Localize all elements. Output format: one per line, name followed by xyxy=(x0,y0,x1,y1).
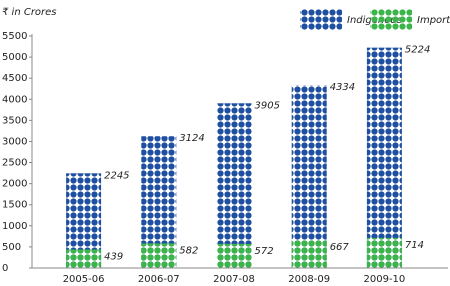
bar xyxy=(291,85,327,269)
x-tick-label: 2007-08 xyxy=(213,274,255,285)
y-tick-label: 500 xyxy=(2,242,21,253)
y-axis-label: ₹ in Crores xyxy=(2,7,57,18)
y-tick-label: 2000 xyxy=(2,179,27,190)
y-tick-label: 1000 xyxy=(2,221,27,232)
y-tick-label: 0 xyxy=(2,263,8,274)
y-tick-label: 4500 xyxy=(2,73,27,84)
x-tick-label: 2006-07 xyxy=(138,274,180,285)
x-tick-label: 2009-10 xyxy=(364,274,406,285)
legend-swatch xyxy=(370,9,412,30)
value-label: 714 xyxy=(405,240,424,251)
legend-label: Imported xyxy=(417,15,450,26)
value-label: 667 xyxy=(330,242,350,253)
bar xyxy=(366,47,402,268)
x-tick-label: 2008-09 xyxy=(288,274,330,285)
y-tick-label: 5500 xyxy=(2,31,27,42)
value-label: 3905 xyxy=(255,100,280,111)
bar xyxy=(366,237,402,268)
y-tick-label: 1500 xyxy=(2,200,27,211)
value-label: 4334 xyxy=(330,82,355,93)
value-label: 582 xyxy=(179,245,198,256)
value-label: 439 xyxy=(104,251,123,262)
value-label: 572 xyxy=(255,246,274,257)
y-tick-label: 4000 xyxy=(2,94,27,105)
bar xyxy=(141,243,177,268)
bar xyxy=(216,243,252,268)
y-tick-label: 5000 xyxy=(2,52,27,63)
value-label: 2245 xyxy=(104,170,129,181)
value-label: 5224 xyxy=(405,45,430,56)
x-tick-label: 2005-06 xyxy=(63,274,105,285)
y-tick-label: 3000 xyxy=(2,136,27,147)
bar xyxy=(291,239,327,268)
bar xyxy=(216,103,252,268)
y-tick-label: 3500 xyxy=(2,115,27,126)
legend-swatch xyxy=(300,9,342,30)
y-tick-label: 2500 xyxy=(2,158,27,169)
value-label: 3124 xyxy=(179,133,204,144)
bar xyxy=(66,249,102,268)
